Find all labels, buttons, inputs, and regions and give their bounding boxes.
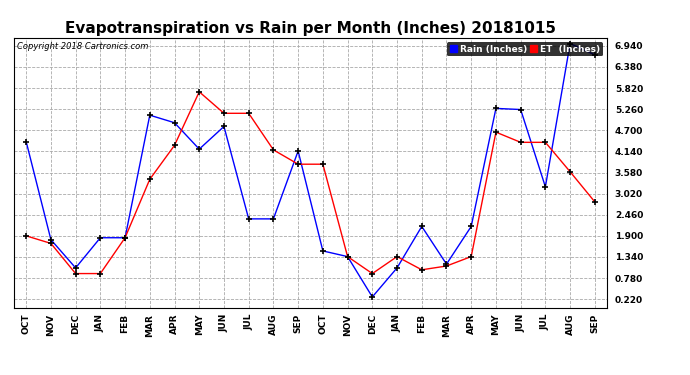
Text: Copyright 2018 Cartronics.com: Copyright 2018 Cartronics.com xyxy=(17,42,148,51)
Title: Evapotranspiration vs Rain per Month (Inches) 20181015: Evapotranspiration vs Rain per Month (In… xyxy=(65,21,556,36)
Legend: Rain (Inches), ET  (Inches): Rain (Inches), ET (Inches) xyxy=(447,42,602,56)
